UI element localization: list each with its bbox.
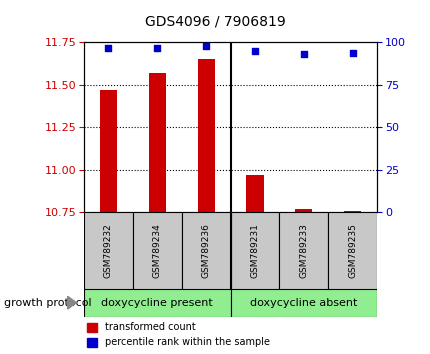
Bar [246,175,263,212]
Bar [148,73,166,212]
Text: growth protocol: growth protocol [4,298,92,308]
Point [154,45,160,50]
Text: GSM789231: GSM789231 [250,223,259,278]
Text: GSM789236: GSM789236 [201,223,210,278]
Bar [87,338,96,347]
Bar [230,289,376,317]
Bar [343,211,360,212]
Text: GDS4096 / 7906819: GDS4096 / 7906819 [145,14,285,28]
Bar [84,289,230,317]
Text: GSM789233: GSM789233 [299,223,307,278]
Point [202,43,209,49]
Text: GSM789235: GSM789235 [347,223,356,278]
Bar [87,322,96,332]
Bar [181,212,230,289]
Point [105,45,112,50]
Bar [100,90,117,212]
Bar [197,59,214,212]
Bar [328,212,376,289]
Bar [295,209,312,212]
Bar [279,212,328,289]
Text: doxycycline present: doxycycline present [101,298,213,308]
Text: GSM789234: GSM789234 [153,223,161,278]
Text: percentile rank within the sample: percentile rank within the sample [105,337,270,347]
Bar [84,212,132,289]
Text: transformed count: transformed count [105,322,196,332]
Bar [132,212,181,289]
Point [348,50,355,56]
Bar [230,212,279,289]
Point [251,48,258,54]
Text: doxycycline absent: doxycycline absent [249,298,357,308]
Point [300,52,307,57]
Text: GSM789232: GSM789232 [104,223,113,278]
